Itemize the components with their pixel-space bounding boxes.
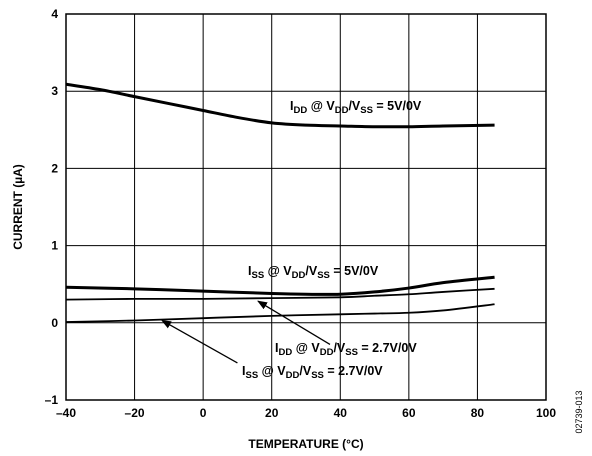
series-label-4: ISS @ VDD/VSS = 2.7V/0V xyxy=(242,364,383,381)
annotation-arrow-4 xyxy=(161,319,238,364)
series-label-3: IDD @ VDD/VSS = 2.7V/0V xyxy=(275,341,417,358)
series-line-2 xyxy=(65,275,495,296)
x-tick-label: –20 xyxy=(125,406,145,420)
x-axis-title: TEMPERATURE (°C) xyxy=(248,437,363,451)
x-tick-label: 80 xyxy=(471,406,485,420)
figure-id: 02739-013 xyxy=(574,390,584,433)
y-tick-label: 0 xyxy=(51,316,58,330)
plot-frame xyxy=(65,13,547,401)
y-tick-label: 1 xyxy=(51,239,58,253)
x-tick-label: 60 xyxy=(402,406,416,420)
annotation-arrows xyxy=(161,300,331,364)
series-line-3 xyxy=(65,287,495,301)
annotation-labels: IDD @ VDD/VSS = 5V/0V ISS @ VDD/VSS = 5V/… xyxy=(242,99,422,381)
series-line-1 xyxy=(65,82,495,129)
x-tick-label: 100 xyxy=(536,406,556,420)
y-tick-label: 3 xyxy=(51,84,58,98)
y-axis-title: CURRENT (µA) xyxy=(11,164,25,250)
series-label-2: ISS @ VDD/VSS = 5V/0V xyxy=(248,264,379,281)
y-tick-label: –1 xyxy=(45,393,59,407)
series-line-4 xyxy=(65,303,495,323)
x-tick-label: –40 xyxy=(56,406,76,420)
y-tick-label: 2 xyxy=(51,161,58,175)
series-label-1: IDD @ VDD/VSS = 5V/0V xyxy=(290,99,422,116)
x-tick-label: 40 xyxy=(334,406,348,420)
series-lines xyxy=(65,82,495,323)
x-tick-label: 0 xyxy=(200,406,207,420)
x-tick-label: 20 xyxy=(265,406,279,420)
y-axis-ticks: –1 0 1 2 3 4 xyxy=(45,7,59,407)
x-axis-ticks: –40 –20 0 20 40 60 80 100 xyxy=(56,406,556,420)
y-tick-label: 4 xyxy=(51,7,58,21)
annotation-arrow-3 xyxy=(257,300,331,345)
grid-lines xyxy=(66,14,546,400)
